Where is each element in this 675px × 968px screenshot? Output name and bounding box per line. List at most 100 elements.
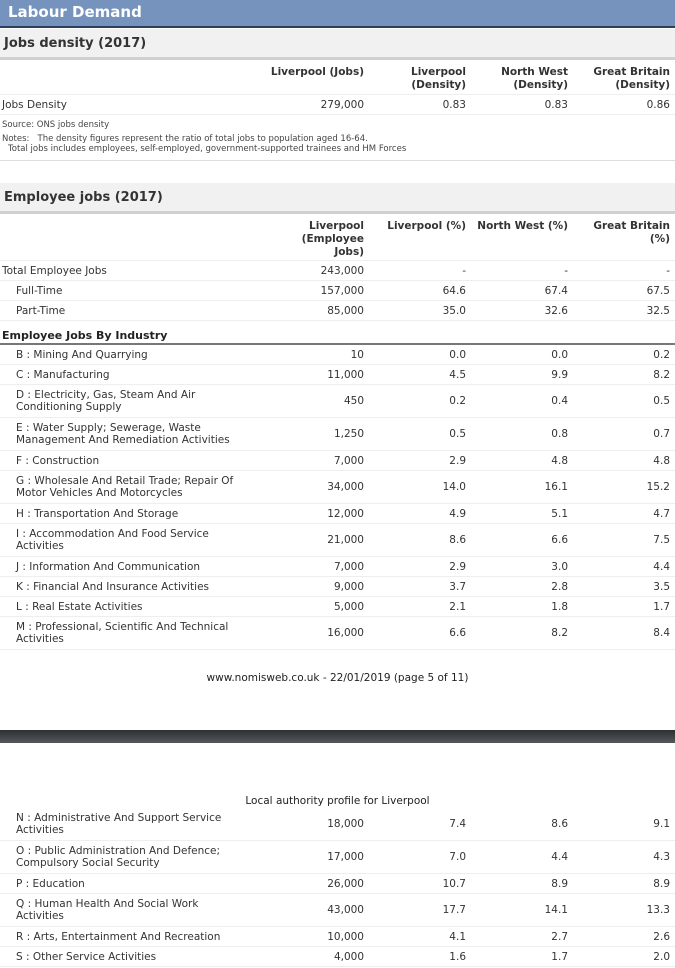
cell: 1.8 [551, 600, 568, 613]
table-row: Q : Human Health And Social Work Activit… [0, 894, 675, 927]
table-row: P : Education 26,000 10.7 8.9 8.9 [0, 874, 675, 894]
cell: 16,000 [327, 627, 364, 639]
cell: 17.7 [442, 904, 466, 916]
notes-continued: Total jobs includes employees, self-empl… [0, 144, 675, 161]
row-label: Jobs Density [2, 98, 67, 111]
cell: 8.9 [653, 877, 670, 890]
cell: 0.0 [449, 348, 466, 361]
table-row: G : Wholesale And Retail Trade; Repair O… [0, 471, 675, 504]
cell: 0.0 [551, 348, 568, 361]
cell: 2.7 [551, 930, 568, 943]
cell: 4.1 [449, 930, 466, 943]
cell: 8.2 [551, 627, 568, 639]
row-label: R : Arts, Entertainment And Recreation [16, 930, 221, 943]
cell: 0.5 [653, 395, 670, 407]
employee-jobs-table: Liverpool (Employee Jobs) Liverpool (%) … [0, 216, 675, 650]
table-header: Liverpool (Employee Jobs) Liverpool (%) … [0, 216, 675, 261]
cell: 9.1 [653, 818, 670, 830]
row-label: Part-Time [16, 304, 66, 317]
cell: 2.9 [449, 560, 466, 573]
cell: 4.9 [449, 507, 466, 520]
cell: 3.5 [653, 580, 670, 593]
cell: 0.2 [653, 348, 670, 361]
cell: 4.7 [653, 507, 670, 520]
cell: 3.7 [449, 580, 466, 593]
row-label: D : Electricity, Gas, Steam And Air Cond… [16, 389, 196, 413]
cell: 0.4 [551, 395, 568, 407]
cell: 4.3 [653, 851, 670, 863]
column-header: North West (Density) [501, 66, 568, 91]
cell: 3.0 [551, 560, 568, 573]
cell: 12,000 [327, 507, 364, 520]
source-note: Source: ONS jobs density [2, 120, 110, 130]
cell: 4.4 [653, 560, 670, 573]
cell: 0.83 [544, 98, 568, 111]
cell: 7.4 [449, 818, 466, 830]
cell: 9,000 [333, 580, 364, 593]
cell: 34,000 [327, 481, 364, 493]
cell: 4.5 [449, 368, 466, 381]
cell: 0.8 [551, 428, 568, 440]
row-label: F : Construction [16, 454, 100, 467]
cell: 1,250 [333, 428, 364, 440]
table-row: Jobs Density 279,000 0.83 0.83 0.86 [0, 95, 675, 115]
cell: 243,000 [320, 264, 364, 277]
cell: 16.1 [544, 481, 568, 493]
table-row: E : Water Supply; Sewerage, Waste Manage… [0, 418, 675, 451]
cell: 1.6 [449, 950, 466, 963]
page-footer: www.nomisweb.co.uk - 22/01/2019 (page 5 … [206, 672, 469, 684]
row-label: Total Employee Jobs [2, 264, 107, 277]
cell: 85,000 [327, 304, 364, 317]
cell: 14.0 [442, 481, 466, 493]
cell: 0.83 [442, 98, 466, 111]
cell: 8.4 [653, 627, 670, 639]
table-row: M : Professional, Scientific And Technic… [0, 617, 675, 650]
cell: 279,000 [320, 98, 364, 111]
cell: 14.1 [544, 904, 568, 916]
cell: 4.8 [653, 454, 670, 467]
cell: 0.2 [449, 395, 466, 407]
cell: 43,000 [327, 904, 364, 916]
column-header: Great Britain (Density) [593, 66, 670, 91]
row-label: J : Information And Communication [16, 560, 201, 573]
cell: 4,000 [333, 950, 364, 963]
jobs-density-heading: Jobs density (2017) [0, 29, 675, 60]
notes: Notes: The density figures represent the… [2, 134, 368, 144]
cell: - [564, 264, 568, 277]
table-row: Total Employee Jobs 243,000 - - - [0, 261, 675, 281]
cell: 5.1 [551, 507, 568, 520]
table-row: Part-Time 85,000 35.0 32.6 32.5 [0, 301, 675, 321]
cell: 0.86 [646, 98, 670, 111]
row-label: M : Professional, Scientific And Technic… [16, 621, 229, 645]
table-row: L : Real Estate Activities 5,000 2.1 1.8 1.7 [0, 597, 675, 617]
row-label: G : Wholesale And Retail Trade; Repair O… [16, 475, 234, 499]
column-header: Great Britain (%) [593, 220, 670, 245]
cell: 0.7 [653, 428, 670, 440]
category-heading: Employee Jobs By Industry [0, 327, 675, 345]
cell: 8.2 [653, 368, 670, 381]
row-label: P : Education [16, 877, 85, 890]
table-row: S : Other Service Activities 4,000 1.6 1.7 2… [0, 947, 675, 967]
row-label: K : Financial And Insurance Activities [16, 580, 210, 593]
cell: 7.5 [653, 534, 670, 546]
cell: 1.7 [551, 950, 568, 963]
cell: 32.5 [646, 304, 670, 317]
page-break [0, 730, 675, 743]
cell: 8.6 [551, 818, 568, 830]
table-row: Full-Time 157,000 64.6 67.4 67.5 [0, 281, 675, 301]
table-row: J : Information And Communication 7,000 2.… [0, 557, 675, 577]
table-row: B : Mining And Quarrying 10 0.0 0.0 0.2 [0, 345, 675, 365]
cell: 2.9 [449, 454, 466, 467]
cell: 7.0 [449, 851, 466, 863]
row-label: N : Administrative And Support Service A… [16, 812, 222, 836]
cell: 8.9 [551, 877, 568, 890]
cell: 7,000 [333, 454, 364, 467]
cell: 5,000 [333, 600, 364, 613]
cell: 11,000 [327, 368, 364, 381]
table-row: H : Transportation And Storage 12,000 4.9 5… [0, 504, 675, 524]
cell: 64.6 [442, 284, 466, 297]
cell: 21,000 [327, 534, 364, 546]
column-header: Liverpool (%) [387, 220, 466, 232]
table-row: D : Electricity, Gas, Steam And Air Cond… [0, 385, 675, 418]
cell: 8.6 [449, 534, 466, 546]
